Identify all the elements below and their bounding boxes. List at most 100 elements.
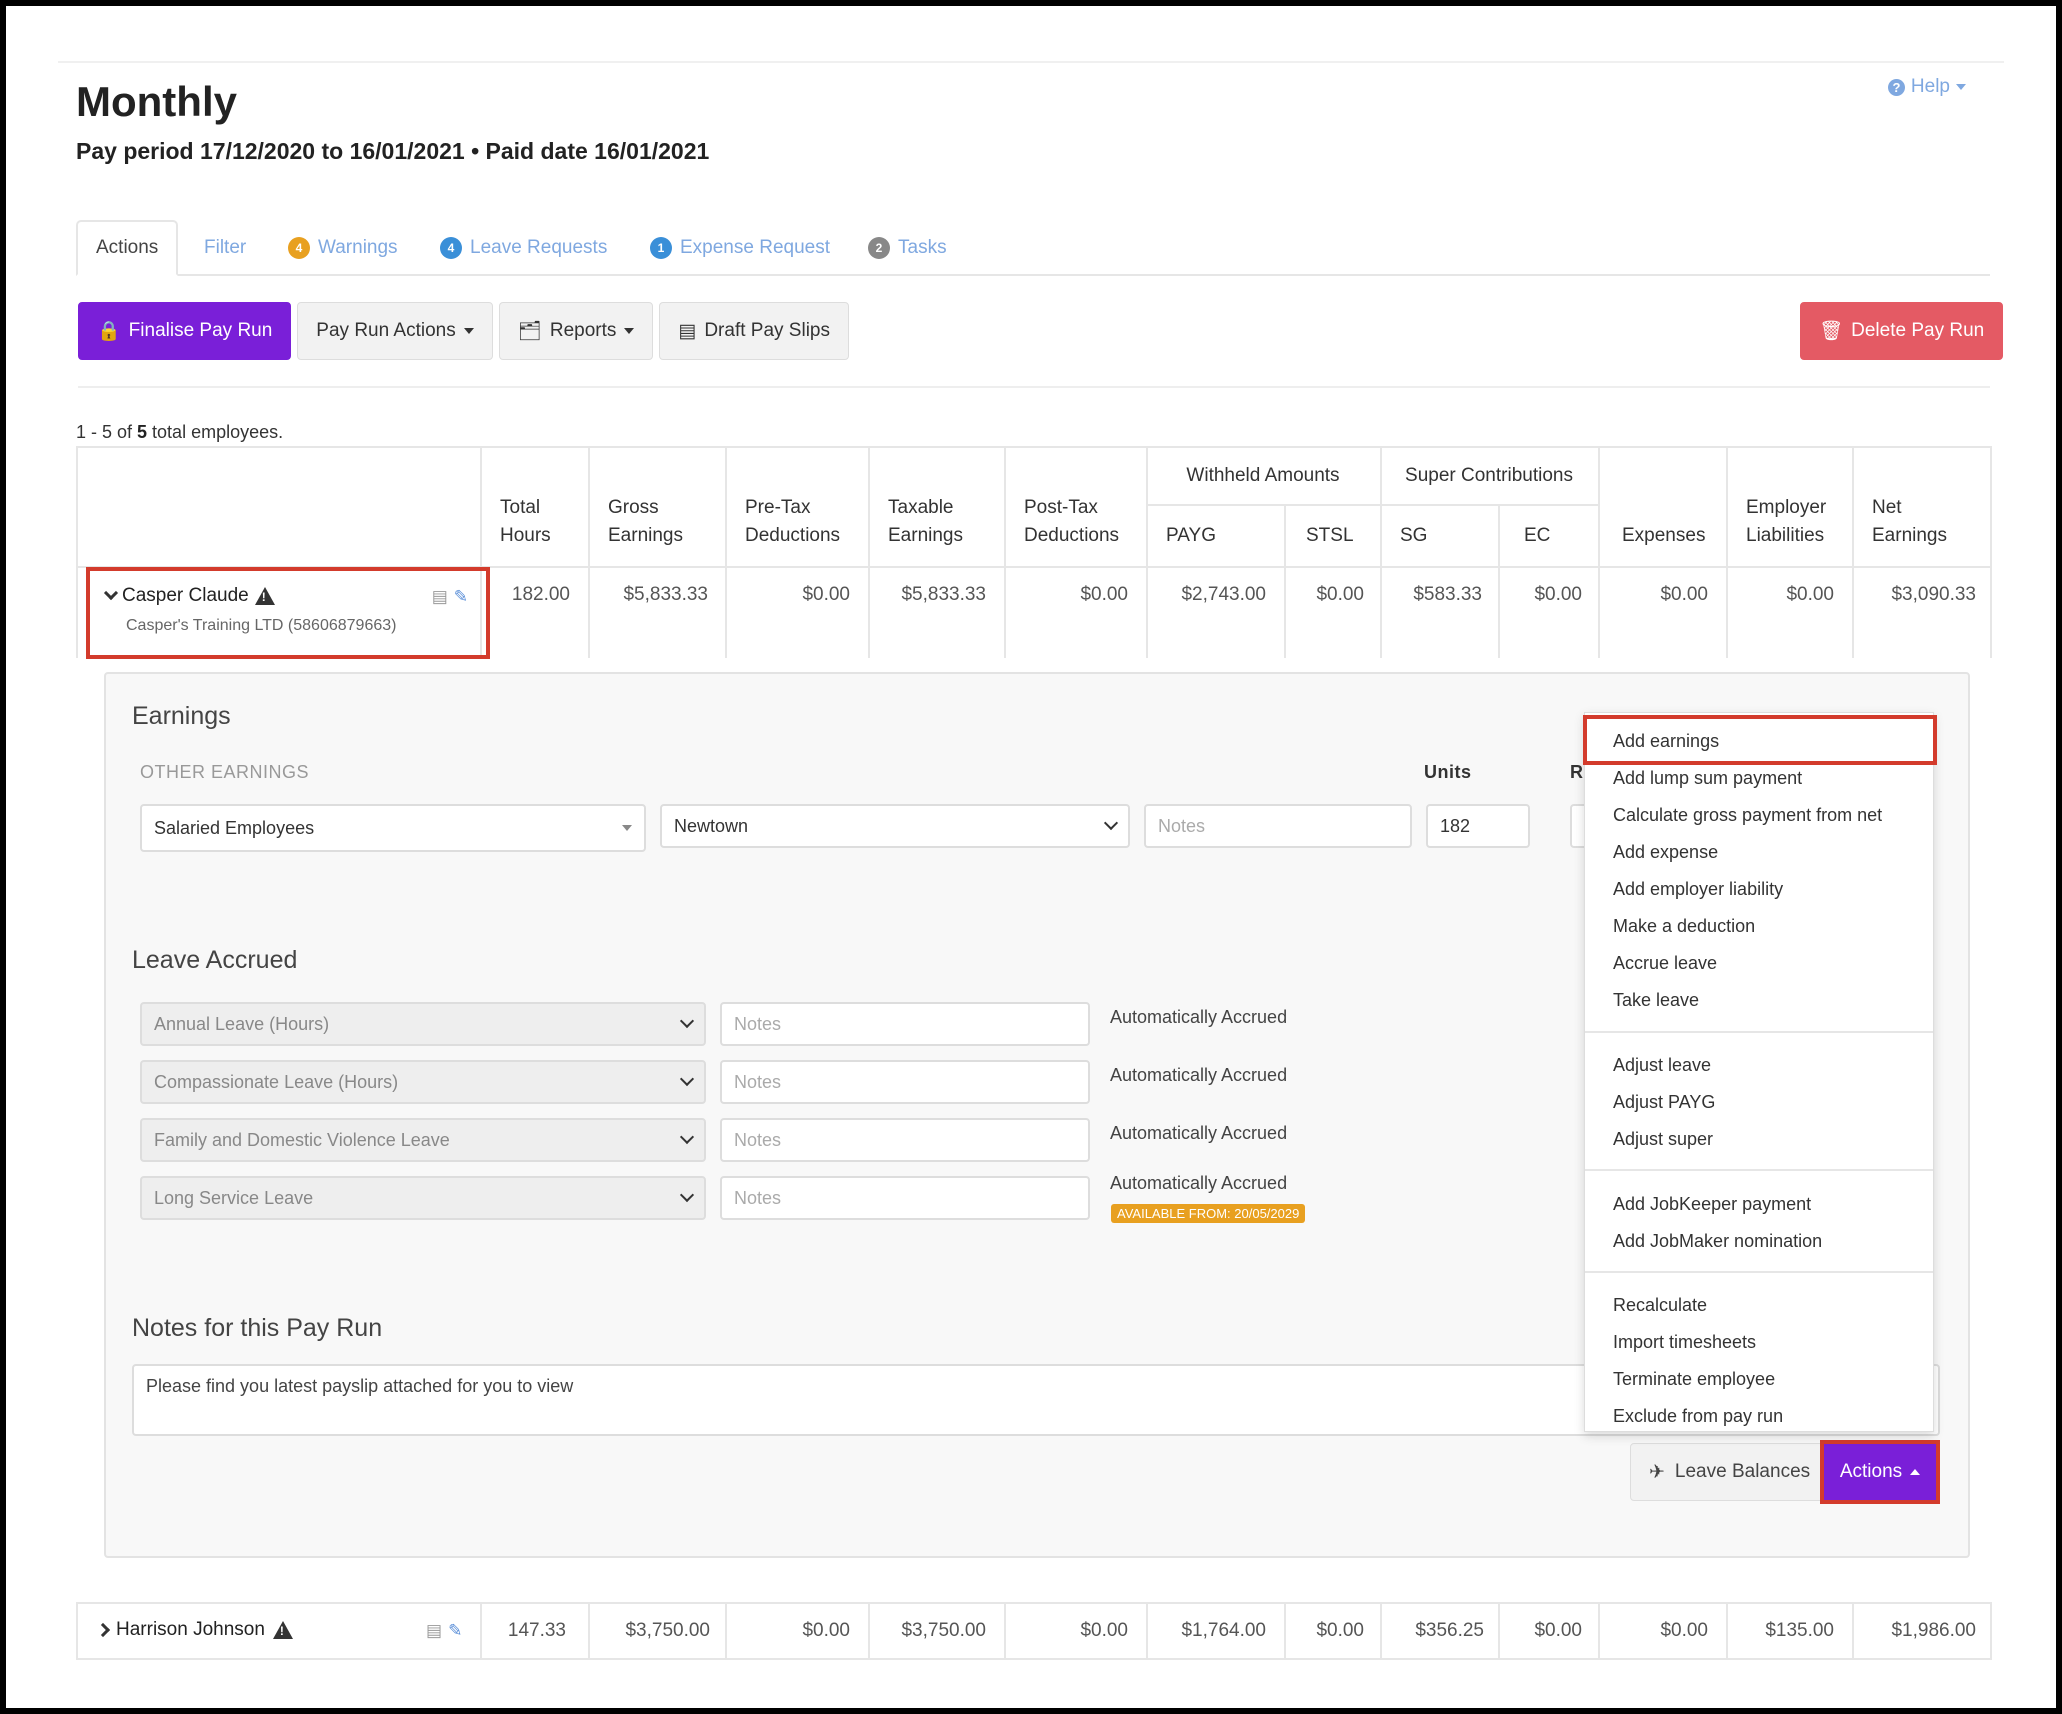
col-divider <box>1284 504 1286 658</box>
tab-label: Warnings <box>318 237 398 258</box>
pay-run-actions-dropdown[interactable]: Pay Run Actions <box>297 302 493 360</box>
cell-stsl: $0.00 <box>1316 1620 1364 1641</box>
cell-sg: $356.25 <box>1415 1620 1484 1641</box>
help-dropdown[interactable]: ? Help <box>1887 76 1966 98</box>
menu-item-import-timesheets[interactable]: Import timesheets <box>1613 1332 1757 1352</box>
edit-pencil-icon[interactable]: ✎ <box>453 587 468 606</box>
location-select[interactable]: Newtown <box>660 804 1130 848</box>
reports-dropdown[interactable]: 🗂 Reports <box>498 302 654 360</box>
menu-divider <box>1585 1031 1933 1033</box>
leave-balances-button[interactable]: ✈ Leave Balances <box>1630 1443 1830 1501</box>
availability-badge: AVAILABLE FROM: 20/05/2029 <box>1111 1204 1306 1223</box>
menu-item-terminate-employee[interactable]: Terminate employee <box>1613 1369 1776 1389</box>
menu-item-calc-gross[interactable]: Calculate gross payment from net <box>1613 805 1883 825</box>
chevron-right-icon[interactable] <box>95 1622 111 1638</box>
menu-item-make-deduction[interactable]: Make a deduction <box>1613 916 1756 936</box>
tab-label: Filter <box>204 237 247 258</box>
lock-icon: 🔒 <box>97 321 121 342</box>
menu-item-add-earnings[interactable]: Add earnings <box>1613 731 1720 751</box>
tab-label: Expense Request <box>680 237 830 258</box>
caret-down-icon <box>624 328 635 334</box>
tab-expense-request[interactable]: 1 Expense Request <box>650 220 830 276</box>
col-divider <box>1380 448 1382 658</box>
warning-icon <box>254 587 275 605</box>
finalise-pay-run-button[interactable]: 🔒 Finalise Pay Run <box>78 302 292 360</box>
tab-warnings[interactable]: 4 Warnings <box>288 220 398 276</box>
cell-gross-earnings: $5,833.33 <box>623 584 708 605</box>
accrual-status: Automatically Accrued <box>1110 1173 1288 1193</box>
menu-item-add-lump-sum[interactable]: Add lump sum payment <box>1613 768 1803 788</box>
menu-item-add-expense[interactable]: Add expense <box>1613 842 1719 862</box>
payslip-icon[interactable]: ▤ <box>431 587 448 606</box>
cell-gross-earnings: $3,750.00 <box>625 1620 710 1641</box>
payslip-icon[interactable]: ▤ <box>426 1621 443 1640</box>
tab-bar: Actions Filter 4 Warnings 4 Leave Reques… <box>76 220 1990 276</box>
menu-item-accrue-leave[interactable]: Accrue leave <box>1613 953 1718 973</box>
edit-pencil-icon[interactable]: ✎ <box>448 1621 463 1640</box>
button-label: Finalise Pay Run <box>128 320 273 341</box>
leave-type-select[interactable]: Long Service Leave <box>140 1176 706 1220</box>
tab-label: Actions <box>96 237 159 258</box>
tab-tasks[interactable]: 2 Tasks <box>868 220 947 276</box>
trash-icon: 🗑 <box>1819 321 1844 342</box>
menu-item-adjust-payg[interactable]: Adjust PAYG <box>1613 1092 1716 1112</box>
header-pretax-deductions: Pre-Tax Deductions <box>745 497 841 546</box>
employee-name: Casper Claude <box>103 585 275 607</box>
col-divider <box>480 1604 482 1660</box>
header-taxable-earnings: Taxable Earnings <box>888 497 963 546</box>
select-value: Newtown <box>674 815 749 836</box>
header-super-contributions: Super Contributions <box>1405 465 1573 486</box>
tab-leave-requests[interactable]: 4 Leave Requests <box>440 220 607 276</box>
earnings-notes-input[interactable]: Notes <box>1144 804 1412 848</box>
leave-accrued-title: Leave Accrued <box>132 946 298 974</box>
caret-down-icon <box>1956 84 1966 90</box>
menu-item-add-jobmaker[interactable]: Add JobMaker nomination <box>1613 1231 1823 1251</box>
actions-dropdown-button[interactable]: Actions <box>1820 1440 1940 1504</box>
chevron-down-icon <box>679 1071 695 1087</box>
header-bottom-line <box>78 566 1992 568</box>
expense-request-count-badge: 1 <box>650 237 672 259</box>
select-value: Salaried Employees <box>154 817 315 838</box>
delete-pay-run-button[interactable]: 🗑 Delete Pay Run <box>1800 302 2004 360</box>
menu-item-recalculate[interactable]: Recalculate <box>1613 1295 1708 1315</box>
leave-notes-input[interactable]: Notes <box>720 1002 1090 1046</box>
leave-type-select[interactable]: Compassionate Leave (Hours) <box>140 1060 706 1104</box>
accrual-status: Automatically Accrued <box>1110 1007 1288 1027</box>
tab-filter[interactable]: Filter <box>204 220 246 276</box>
count-prefix: 1 - 5 of <box>76 422 138 442</box>
header-withheld-amounts: Withheld Amounts <box>1186 465 1340 486</box>
tab-label: Leave Requests <box>470 237 608 258</box>
units-input[interactable]: 182 <box>1426 804 1530 848</box>
page-title: Monthly <box>76 78 237 125</box>
menu-item-adjust-super[interactable]: Adjust super <box>1613 1129 1714 1149</box>
top-divider <box>58 61 2004 63</box>
payslip-icon: ▤ <box>678 320 697 342</box>
leave-type-select[interactable]: Annual Leave (Hours) <box>140 1002 706 1046</box>
menu-divider <box>1585 1271 1933 1273</box>
menu-item-add-employer-liability[interactable]: Add employer liability <box>1613 879 1784 899</box>
pay-period-subtitle: Pay period 17/12/2020 to 16/01/2021 • Pa… <box>76 138 710 164</box>
header-posttax-deductions: Post-Tax Deductions <box>1024 497 1120 546</box>
employee-row-harrison[interactable]: Harrison Johnson ▤ ✎ 147.33 $3,750.00 $0… <box>76 1602 1992 1660</box>
chevron-down-icon[interactable] <box>103 585 119 601</box>
cell-net-earnings: $3,090.33 <box>1891 584 1976 605</box>
leave-notes-input[interactable]: Notes <box>720 1176 1090 1220</box>
menu-item-adjust-leave[interactable]: Adjust leave <box>1613 1055 1712 1075</box>
leave-notes-input[interactable]: Notes <box>720 1060 1090 1104</box>
cell-taxable-earnings: $3,750.00 <box>901 1620 986 1641</box>
menu-item-take-leave[interactable]: Take leave <box>1613 990 1700 1010</box>
draft-pay-slips-button[interactable]: ▤ Draft Pay Slips <box>659 302 849 360</box>
col-divider <box>1004 1604 1006 1660</box>
button-label: Draft Pay Slips <box>704 320 830 341</box>
actions-menu: Add earnings Add lump sum payment Calcul… <box>1583 712 1937 1432</box>
employee-row-casper[interactable]: Casper Claude Casper's Training LTD (586… <box>86 567 490 659</box>
header-ec: EC <box>1524 525 1551 546</box>
menu-item-exclude-from-pay-run[interactable]: Exclude from pay run <box>1613 1406 1784 1426</box>
tab-actions[interactable]: Actions <box>76 220 179 276</box>
menu-item-add-jobkeeper[interactable]: Add JobKeeper payment <box>1613 1194 1812 1214</box>
leave-type-select[interactable]: Family and Domestic Violence Leave <box>140 1118 706 1162</box>
cell-net-earnings: $1,986.00 <box>1891 1620 1976 1641</box>
earnings-category-select[interactable]: Salaried Employees <box>140 804 646 852</box>
button-label: Delete Pay Run <box>1851 320 1985 341</box>
leave-notes-input[interactable]: Notes <box>720 1118 1090 1162</box>
